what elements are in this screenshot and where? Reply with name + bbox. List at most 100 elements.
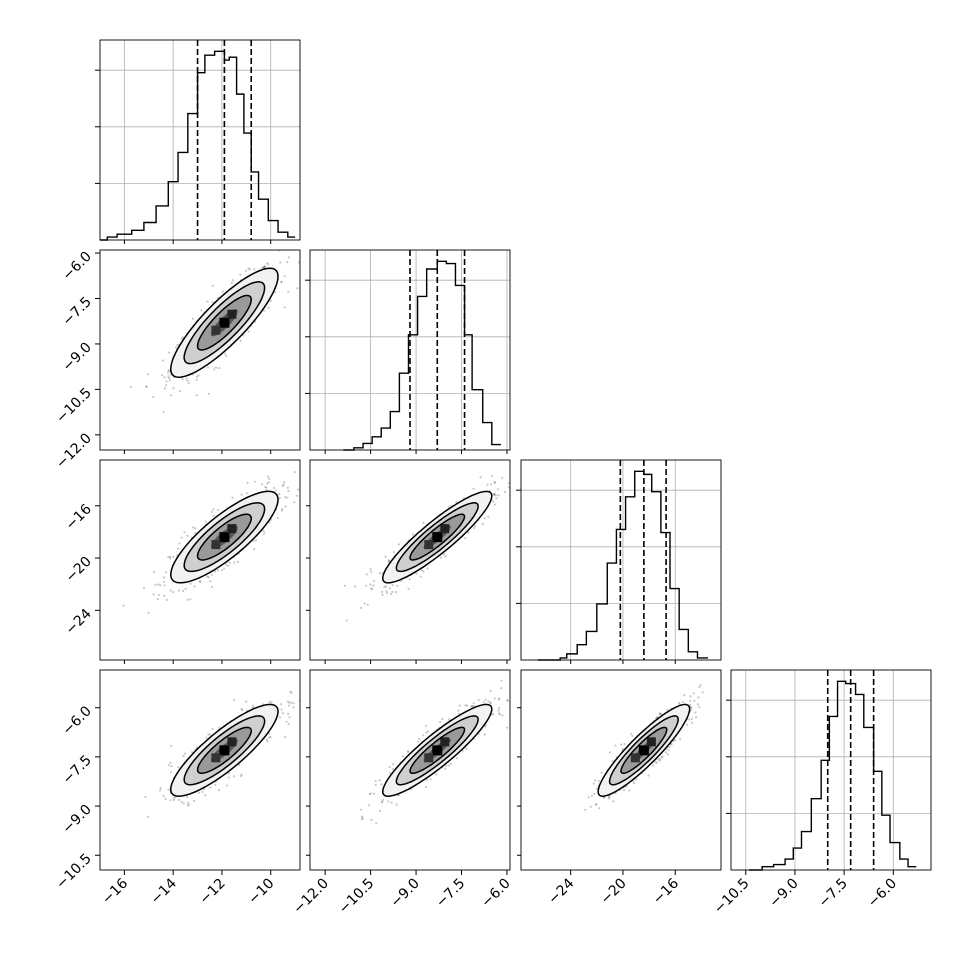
density-peak (227, 737, 237, 747)
x-tick-label: −7.5 (433, 876, 468, 911)
sample-point (260, 483, 264, 486)
y-tick-label: −9.0 (59, 802, 94, 837)
sample-point (378, 779, 381, 782)
sample-point (129, 385, 133, 388)
density-peak (211, 753, 221, 763)
sample-point (263, 265, 266, 268)
sample-point (212, 508, 215, 511)
density-peak (219, 317, 230, 328)
sample-point (689, 695, 692, 698)
sample-point (407, 751, 410, 754)
sample-point (449, 762, 452, 765)
sample-point (297, 261, 300, 264)
sample-point (391, 590, 394, 593)
sample-point (194, 531, 197, 535)
sample-point (592, 782, 595, 785)
sample-point (507, 482, 510, 485)
sample-point (244, 269, 248, 272)
sample-point (679, 738, 682, 741)
sample-point (264, 485, 267, 489)
sample-point (497, 697, 501, 700)
sample-point (628, 789, 631, 792)
sample-point (354, 585, 357, 588)
sample-point (505, 698, 509, 701)
panel-frame (99, 669, 301, 871)
contour-line (382, 703, 493, 797)
sample-point (177, 547, 180, 550)
sample-point (457, 712, 461, 715)
sample-point (489, 689, 492, 693)
sample-point (479, 476, 482, 479)
sample-point (490, 713, 494, 716)
sample-point (378, 809, 382, 812)
sample-point (269, 299, 272, 303)
sample-point (170, 765, 173, 768)
sample-point (587, 796, 590, 799)
sample-point (381, 593, 384, 596)
sample-point (441, 718, 444, 721)
density-peak (219, 745, 230, 756)
sample-point (153, 570, 156, 574)
sample-point (175, 346, 178, 349)
sample-point (187, 381, 190, 385)
sample-point (167, 788, 170, 791)
sample-point (666, 708, 669, 711)
sample-point (374, 783, 377, 787)
sample-point (523, 701, 525, 703)
sample-point (227, 772, 230, 775)
sample-point (166, 371, 170, 374)
sample-point (422, 734, 425, 737)
sample-point (239, 774, 242, 778)
sample-point (373, 579, 376, 583)
sample-point (695, 716, 698, 719)
sample-point (447, 764, 450, 767)
contour-line (382, 490, 493, 584)
sample-point (296, 287, 299, 290)
sample-point (280, 708, 283, 711)
sample-point (594, 779, 597, 782)
panel-3-0 (144, 690, 314, 818)
sample-point (363, 602, 366, 605)
sample-point (484, 724, 487, 727)
sample-point (209, 580, 212, 583)
sample-point (172, 591, 175, 594)
sample-point (223, 567, 226, 570)
contour-line (170, 490, 279, 584)
sample-point (510, 701, 512, 703)
sample-point (360, 815, 364, 818)
sample-point (224, 352, 227, 355)
sample-point (631, 734, 634, 738)
sample-point (701, 691, 704, 694)
sample-point (384, 585, 388, 588)
sample-point (184, 752, 187, 755)
sample-point (206, 300, 209, 303)
sample-point (593, 792, 596, 795)
sample-point (612, 800, 615, 803)
sample-point (261, 266, 264, 269)
sample-point (227, 776, 230, 779)
sample-point (172, 555, 175, 558)
sample-point (211, 301, 214, 304)
sample-point (253, 547, 256, 551)
sample-point (494, 494, 497, 497)
sample-point (165, 571, 168, 574)
sample-point (416, 740, 420, 743)
sample-point (284, 505, 287, 508)
sample-point (492, 492, 495, 496)
sample-point (674, 739, 677, 742)
sample-point (629, 732, 633, 736)
sample-point (389, 592, 393, 595)
sample-point (370, 570, 373, 573)
density-peak (432, 745, 443, 756)
x-tick-label: −9.0 (766, 876, 801, 911)
sample-point (198, 580, 202, 583)
sample-point (312, 697, 314, 699)
sample-point (389, 771, 392, 775)
sample-point (651, 764, 655, 767)
sample-point (455, 757, 459, 760)
sample-point (286, 260, 289, 264)
sample-point (435, 773, 438, 776)
sample-point (439, 556, 442, 559)
sample-point (598, 807, 601, 810)
